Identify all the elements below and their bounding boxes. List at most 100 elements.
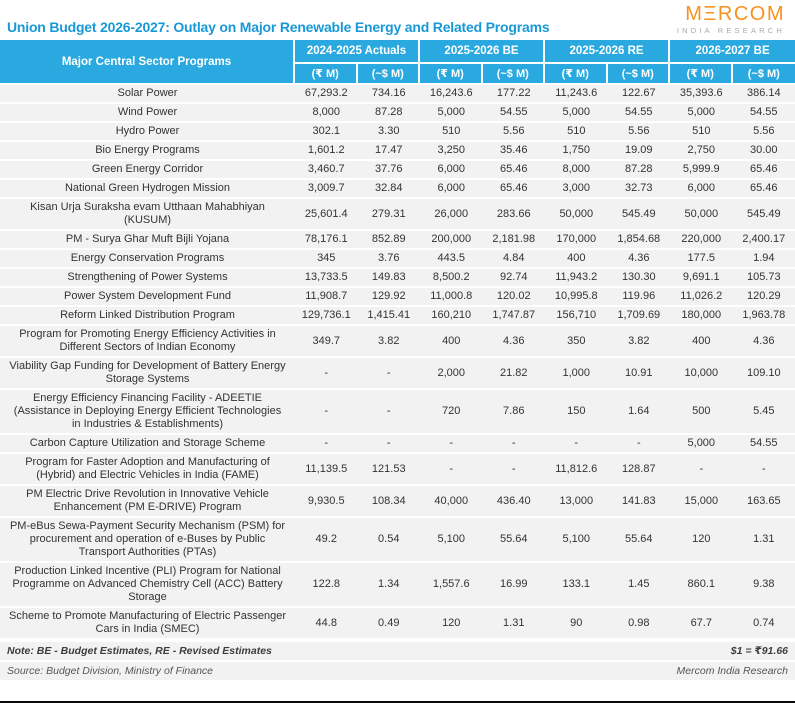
value-cell: 160,210 [420,307,483,324]
value-cell: 7.86 [482,390,546,433]
table-row: Viability Gap Funding for Development of… [0,358,795,388]
value-cell: 78,176.1 [295,231,358,248]
value-cell: 25,601.4 [295,199,358,229]
value-cell: - [420,435,483,452]
value-cell: 386.14 [732,85,795,102]
value-cell: 15,000 [670,486,733,516]
value-cell: 1.31 [482,608,546,638]
column-group-2024-2025-actuals: 2024-2025 Actuals [295,40,420,62]
value-cell: 11,812.6 [545,454,608,484]
value-cell: - [357,390,420,433]
value-cell: 87.28 [357,104,420,121]
value-cell: 177.5 [670,250,733,267]
value-cell: 108.34 [357,486,420,516]
value-cell: 156,710 [545,307,608,324]
value-cell: 0.49 [357,608,420,638]
value-cell: 9.38 [732,563,795,606]
value-cell: 860.1 [670,563,733,606]
value-cell: 26,000 [420,199,483,229]
value-cell: 67.7 [670,608,733,638]
value-cell: 30.00 [732,142,795,159]
value-cell: 65.46 [732,161,795,178]
top-bar: Union Budget 2026-2027: Outlay on Major … [0,0,795,38]
program-name: PM-eBus Sewa-Payment Security Mechanism … [0,518,295,561]
value-cell: 10,000 [670,358,733,388]
value-cell: 119.96 [607,288,671,305]
value-cell: - [670,454,733,484]
value-cell: 54.55 [607,104,671,121]
value-cell: 128.87 [607,454,671,484]
value-cell: 200,000 [420,231,483,248]
program-name: Hydro Power [0,123,295,140]
value-cell: 1,000 [545,358,608,388]
program-name: Carbon Capture Utilization and Storage S… [0,435,295,452]
currency-subheader-inr: (₹ M) [545,64,608,83]
table-row: Power System Development Fund 11,908.7 129… [0,288,795,305]
value-cell: - [732,454,795,484]
value-cell: 734.16 [357,85,420,102]
program-name: PM Electric Drive Revolution in Innovati… [0,486,295,516]
value-cell: 350 [545,326,608,356]
value-cell: 11,243.6 [545,85,608,102]
value-cell: 349.7 [295,326,358,356]
program-name: Kisan Urja Suraksha evam Utthaan Mahabhi… [0,199,295,229]
value-cell: 3.30 [357,123,420,140]
value-cell: 2,750 [670,142,733,159]
program-name: Production Linked Incentive (PLI) Progra… [0,563,295,606]
value-cell: 1,963.78 [732,307,795,324]
program-name: Wind Power [0,104,295,121]
value-cell: - [357,435,420,452]
value-cell: - [482,435,546,452]
table-row: Program for Faster Adoption and Manufact… [0,454,795,484]
value-cell: 4.36 [607,250,671,267]
value-cell: 6,000 [420,161,483,178]
value-cell: 122.67 [607,85,671,102]
value-cell: 510 [420,123,483,140]
value-cell: 345 [295,250,358,267]
value-cell: 1,415.41 [357,307,420,324]
value-cell: 65.46 [482,161,546,178]
value-cell: 1,747.87 [482,307,546,324]
value-cell: 400 [545,250,608,267]
value-cell: 510 [670,123,733,140]
value-cell: - [357,358,420,388]
program-name: Bio Energy Programs [0,142,295,159]
value-cell: 65.46 [732,180,795,197]
value-cell: 11,000.8 [420,288,483,305]
value-cell: 54.55 [732,435,795,452]
table-row: Program for Promoting Energy Efficiency … [0,326,795,356]
value-cell: 1.31 [732,518,795,561]
program-name: Viability Gap Funding for Development of… [0,358,295,388]
currency-subheader-inr: (₹ M) [295,64,358,83]
value-cell: 55.64 [482,518,546,561]
value-cell: 21.82 [482,358,546,388]
value-cell: 1,557.6 [420,563,483,606]
value-cell: 3,250 [420,142,483,159]
value-cell: 510 [545,123,608,140]
value-cell: 163.65 [732,486,795,516]
value-cell: 67,293.2 [295,85,358,102]
value-cell: 32.73 [607,180,671,197]
value-cell: 10,995.8 [545,288,608,305]
value-cell: - [295,390,358,433]
value-cell: 129.92 [357,288,420,305]
value-cell: 1.34 [357,563,420,606]
value-cell: 4.36 [482,326,546,356]
value-cell: 283.66 [482,199,546,229]
brand-logo: MΞRCOM INDIA RESEARCH [677,4,785,35]
column-group-2025-2026-re: 2025-2026 RE [545,40,671,62]
table-body: Solar Power 67,293.2 734.16 16,243.6 177.22 1… [0,85,795,638]
value-cell: 16,243.6 [420,85,483,102]
value-cell: 55.64 [607,518,671,561]
table-row: Hydro Power 302.1 3.30 510 5.56 510 5.56 510 5.5… [0,123,795,140]
table-row: Scheme to Promote Manufacturing of Elect… [0,608,795,638]
credit-text: Mercom India Research [676,665,788,677]
table-row: Production Linked Incentive (PLI) Progra… [0,563,795,606]
value-cell: 8,000 [545,161,608,178]
value-cell: 5.56 [607,123,671,140]
program-name: Program for Faster Adoption and Manufact… [0,454,295,484]
value-cell: 11,908.7 [295,288,358,305]
program-name: Green Energy Corridor [0,161,295,178]
value-cell: 0.74 [732,608,795,638]
program-name: Scheme to Promote Manufacturing of Elect… [0,608,295,638]
